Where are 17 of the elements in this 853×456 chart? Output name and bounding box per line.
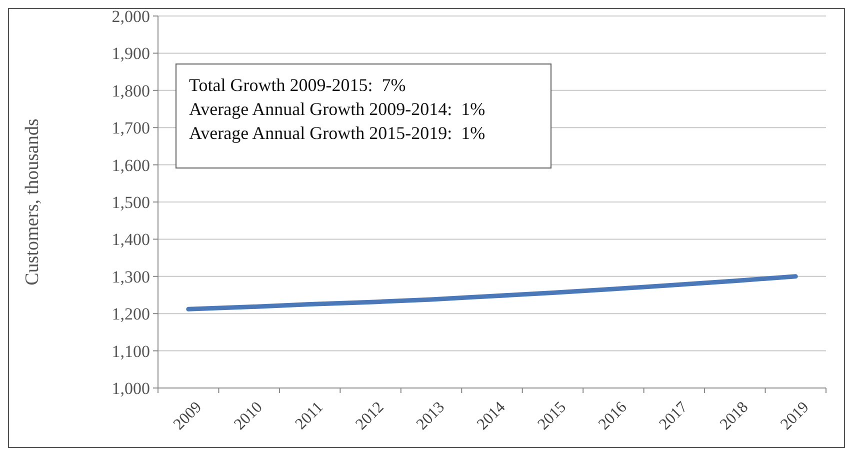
y-tick-label: 1,500 [112,192,150,212]
annotation: Average Annual Growth 2015-2019: 1% [189,123,486,143]
x-tick-label: 2011 [292,398,327,433]
y-tick-label: 1,100 [112,342,150,361]
y-tick-label: 1,700 [112,118,150,138]
annotation: Total Growth 2009-2015: 7% [189,75,406,95]
y-tick-label: 1,600 [112,156,150,175]
y-tick-label: 1,400 [112,230,150,250]
y-tick-label: 2,000 [112,6,150,26]
y-axis-title: Customers, thousands [22,118,43,286]
y-tick-label: 1,000 [112,378,150,398]
annotation: Average Annual Growth 2009-2014: 1% [189,99,486,119]
y-tick-label: 1,300 [112,267,150,286]
line-series [186,274,798,312]
y-tick-label: 1,800 [112,81,150,100]
y-tick-label: 1,900 [112,44,150,64]
y-tick-label: 1,200 [112,304,150,324]
